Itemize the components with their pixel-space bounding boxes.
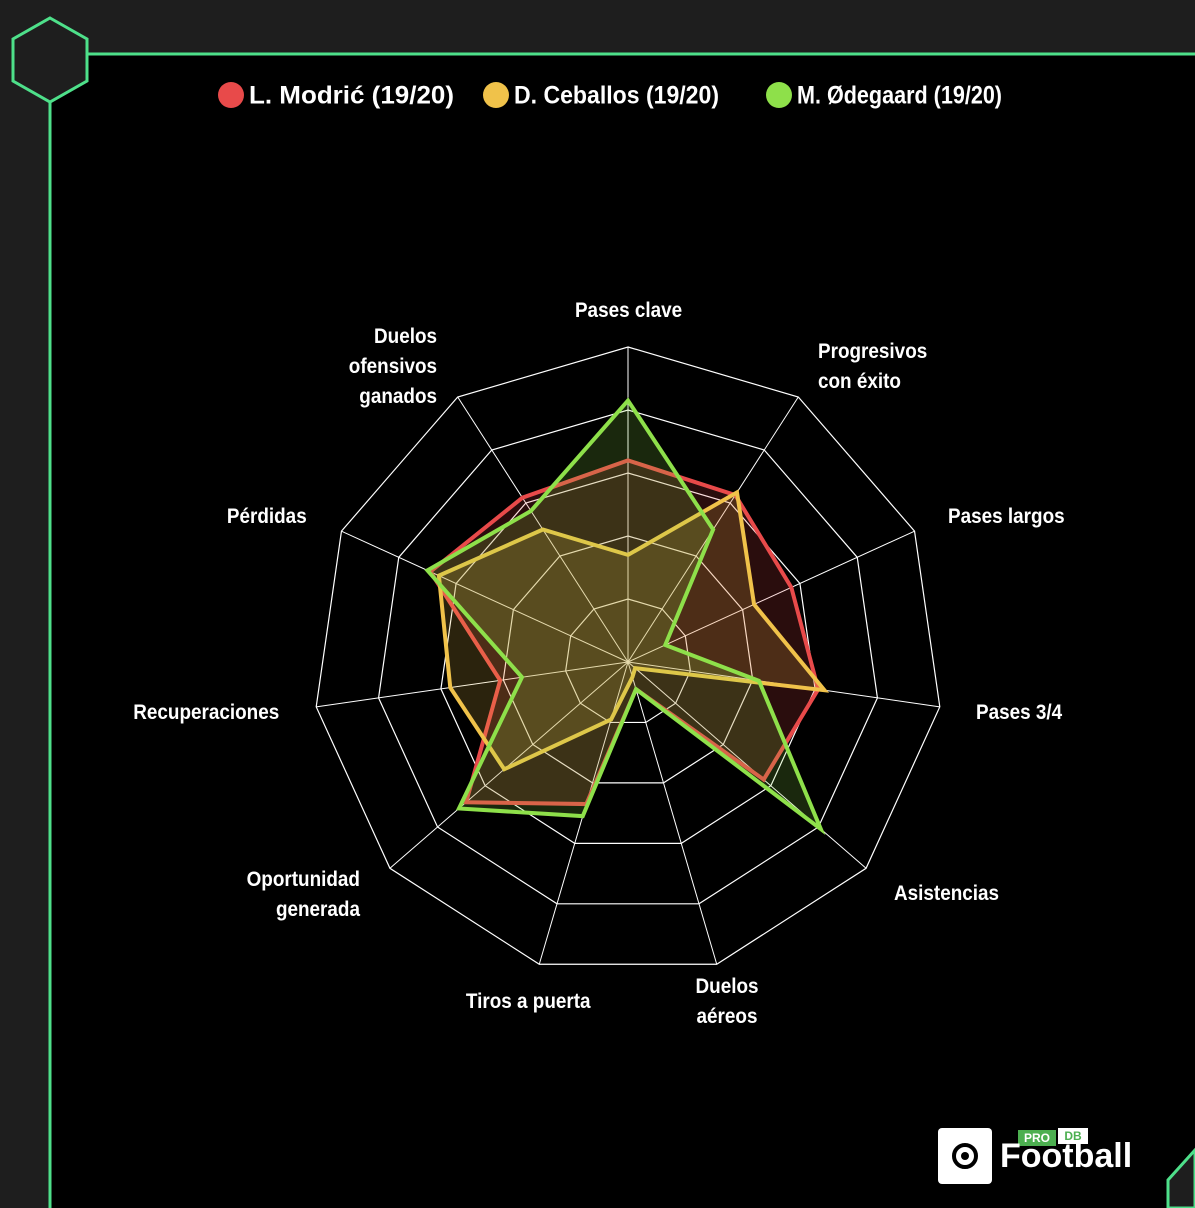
axis-label: Progresivos con éxito	[818, 340, 928, 393]
axis-label: Duelos ofensivos ganados	[348, 325, 438, 408]
logo-name: Football	[1000, 1137, 1132, 1175]
legend-label: D. Ceballos (19/20)	[514, 82, 719, 110]
logo-badge2	[1058, 1128, 1088, 1144]
axis-label: Pérdidas	[226, 505, 307, 528]
series-area	[424, 397, 826, 836]
legend-dot	[483, 82, 509, 108]
panel	[50, 54, 1195, 1208]
logo-icon-ring	[952, 1143, 978, 1169]
hexagon-corner	[1166, 1147, 1195, 1208]
axis-label: Pases largos	[948, 505, 1065, 528]
spoke	[627, 661, 867, 869]
grid-ring	[440, 472, 816, 844]
grid-ring	[565, 598, 691, 724]
legend-label: M. Ødegaard (19/20)	[797, 82, 1002, 110]
panel-border	[48, 52, 1195, 1208]
grid-ring	[377, 409, 879, 905]
legend-label: L. Modrić (19/20)	[249, 82, 454, 110]
axis-label: Duelos aéreos	[695, 975, 759, 1028]
spoke	[341, 530, 629, 663]
logo-badge-text: PRO	[1024, 1131, 1050, 1145]
hexagon	[11, 16, 89, 104]
axis-label: Oportunidad generada	[246, 868, 360, 921]
legend-dot	[766, 82, 792, 108]
legend-dot	[218, 82, 244, 108]
logo-badge2-text: DB	[1064, 1129, 1082, 1143]
axis-label: Recuperaciones	[133, 701, 280, 724]
logo-badge	[1018, 1130, 1056, 1146]
axis-label: Pases 3/4	[976, 701, 1063, 724]
spoke	[627, 661, 718, 965]
spoke	[316, 661, 629, 708]
spoke	[627, 530, 915, 663]
series-area	[436, 489, 830, 772]
axis-label: Asistencias	[894, 882, 1000, 905]
grid-ring	[502, 535, 754, 784]
grid-ring	[315, 346, 941, 965]
logo-icon-dot	[961, 1152, 969, 1160]
axis-label: Tiros a puerta	[465, 990, 591, 1013]
axis-label: Pases clave	[574, 299, 682, 322]
